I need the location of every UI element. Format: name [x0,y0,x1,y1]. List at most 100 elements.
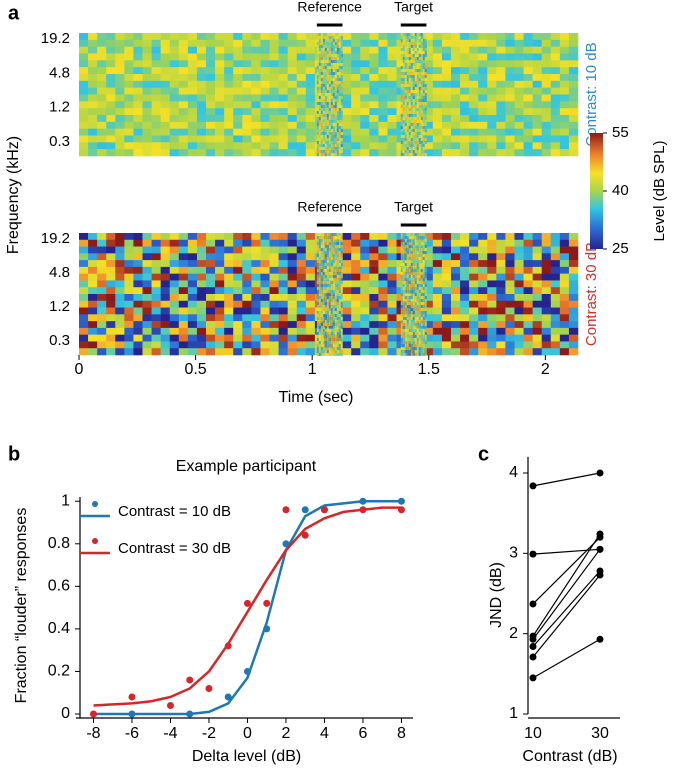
cell [523,67,533,75]
cell [432,67,443,75]
cell [441,239,452,247]
noise [416,78,419,81]
cell [296,239,307,247]
cell [351,67,361,75]
noise [420,287,423,290]
cell [387,253,397,261]
noise [400,45,403,48]
noise [400,290,403,293]
noise [422,132,425,135]
cell [469,46,479,54]
cell [187,239,198,247]
cell [387,246,397,254]
noise [414,266,417,269]
cell [541,149,552,157]
noise [328,150,331,153]
cell [151,39,161,47]
cell [523,46,533,54]
cell [532,280,543,288]
noise [338,63,341,66]
noise [328,138,331,141]
cell [178,246,189,254]
cell [260,39,270,47]
noise [400,293,403,296]
noise [320,305,323,308]
noise [340,314,343,317]
cell [178,273,189,281]
noise [322,290,325,293]
noise [332,33,335,36]
noise [418,284,421,287]
noise [336,314,339,317]
cell [224,348,234,356]
noise [340,323,343,326]
noise [422,329,425,332]
noise [406,108,409,111]
noise [336,323,339,326]
noise [414,93,417,96]
cell [550,94,561,102]
noise [424,305,427,308]
noise [402,60,405,63]
noise [316,114,319,117]
y-tick-label: 19.2 [41,230,70,247]
cell [187,135,198,143]
noise [422,302,425,305]
cell [151,149,161,157]
cell [133,327,143,335]
noise [326,81,329,84]
noise [408,99,411,102]
cell [450,341,461,349]
noise [320,87,323,90]
noise [402,308,405,311]
noise [326,242,329,245]
cell [224,46,234,54]
data-point [263,625,271,633]
cell [260,280,270,288]
cell [169,239,180,247]
y-tick-label: 0.2 [48,663,70,680]
noise [404,335,407,338]
cell [342,94,352,102]
cell [351,53,361,61]
noise [414,353,417,356]
noise [332,305,335,308]
cell [278,67,288,75]
noise [316,290,319,293]
noise [408,117,411,120]
noise [406,114,409,117]
cell [287,121,298,129]
noise [330,87,333,90]
cell [178,334,189,342]
noise [412,299,415,302]
noise [326,338,329,341]
cell [133,239,143,247]
noise [422,245,425,248]
noise [420,257,423,260]
noise [328,87,331,90]
noise [414,278,417,281]
noise [318,347,321,350]
cell [278,108,288,116]
cell [79,94,89,102]
cell [206,273,216,281]
cell [541,260,552,268]
cell [169,33,180,41]
cell [206,80,216,88]
noise [320,341,323,344]
noise [338,314,341,317]
cell [496,266,506,274]
noise [424,350,427,353]
cell [559,273,570,281]
cell [441,80,452,88]
noise [400,242,403,245]
cell [242,135,252,143]
noise [336,335,339,338]
noise [322,233,325,236]
cell [514,307,524,315]
noise [320,350,323,353]
noise [414,114,417,117]
noise [324,329,327,332]
noise [326,150,329,153]
noise [408,347,411,350]
